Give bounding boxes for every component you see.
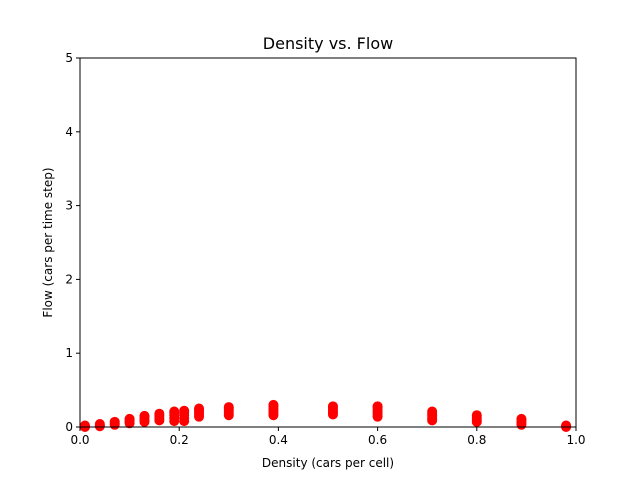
data-point [471,410,482,421]
data-point [561,420,572,431]
x-axis-label: Density (cars per cell) [262,456,394,470]
data-point [94,419,105,430]
y-tick-label: 1 [65,346,73,360]
data-point [79,420,90,431]
data-point [516,413,527,424]
data-point [154,408,165,419]
data-point [179,405,190,416]
data-point [268,399,279,410]
y-tick-label: 3 [65,199,73,213]
data-point [372,401,383,412]
data-point [124,413,135,424]
data-point [223,402,234,413]
data-point [327,401,338,412]
y-tick-label: 0 [65,420,73,434]
plot-frame [79,57,577,428]
x-tick-label: 0.6 [368,433,387,447]
y-axis-ticks: 0 1 2 3 4 5 [65,51,80,434]
data-points [79,399,572,432]
x-tick-label: 0.2 [170,433,189,447]
x-tick-label: 0.4 [269,433,288,447]
y-tick-label: 4 [65,125,73,139]
data-point [169,406,180,417]
data-point [109,416,120,427]
y-tick-label: 2 [65,272,73,286]
x-tick-label: 0.0 [70,433,89,447]
y-tick-label: 5 [65,51,73,65]
data-point [427,406,438,417]
x-tick-label: 1.0 [566,433,585,447]
chart-title: Density vs. Flow [263,34,393,53]
y-axis-label: Flow (cars per time step) [41,167,55,317]
data-point [194,403,205,414]
data-point [139,410,150,421]
x-axis-ticks: 0.0 0.2 0.4 0.6 0.8 1.0 [70,427,586,447]
x-tick-label: 0.8 [467,433,486,447]
